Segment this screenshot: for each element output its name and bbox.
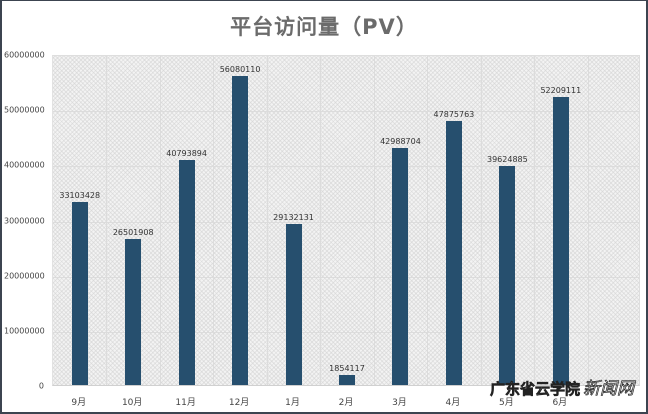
x-tick-label: 1月 bbox=[285, 398, 300, 408]
gridline-vertical bbox=[320, 56, 322, 385]
y-tick-label: 40000000 bbox=[4, 160, 45, 170]
gridline-horizontal bbox=[53, 276, 639, 278]
gridline-horizontal bbox=[53, 331, 639, 333]
y-tick-label: 10000000 bbox=[4, 326, 45, 336]
bar bbox=[392, 147, 409, 385]
x-tick-label: 5月 bbox=[498, 398, 514, 408]
x-tick-label: 3月 bbox=[392, 398, 407, 408]
gridline-vertical bbox=[480, 56, 482, 385]
y-tick-label: 0 bbox=[38, 381, 44, 391]
x-tick-label: 9月 bbox=[71, 398, 87, 408]
data-label: 39624885 bbox=[487, 155, 528, 165]
y-tick-label: 60000000 bbox=[4, 50, 45, 60]
x-tick-label: 2月 bbox=[338, 398, 354, 408]
bar bbox=[499, 166, 516, 385]
data-label: 33103428 bbox=[59, 191, 101, 201]
data-label: 1854117 bbox=[329, 363, 365, 373]
watermark-text: 广东省云学院 bbox=[490, 380, 581, 399]
watermark-logo: 新闻网 bbox=[583, 379, 635, 400]
gridline-vertical bbox=[587, 56, 589, 385]
bar bbox=[125, 238, 142, 385]
bar bbox=[178, 159, 195, 385]
bar bbox=[232, 75, 249, 385]
bar bbox=[552, 96, 569, 385]
bar bbox=[445, 120, 462, 385]
data-label: 52209111 bbox=[540, 85, 582, 95]
gridline-horizontal bbox=[53, 111, 639, 113]
y-tick-label: 50000000 bbox=[4, 105, 45, 115]
gridline-vertical bbox=[534, 56, 536, 385]
data-label: 40793894 bbox=[166, 148, 207, 158]
data-label: 26501908 bbox=[112, 227, 154, 237]
gridline-horizontal bbox=[53, 166, 639, 168]
y-tick-label: 30000000 bbox=[4, 216, 45, 225]
bar bbox=[285, 224, 302, 385]
x-tick-label: 6月 bbox=[552, 398, 568, 408]
gridline-vertical bbox=[266, 56, 268, 385]
x-tick-label: 12月 bbox=[228, 398, 250, 408]
plot-area: 33103428 26501908 40793894 56080110 29132131… bbox=[52, 55, 640, 386]
bar bbox=[71, 202, 88, 385]
bar bbox=[339, 374, 355, 385]
y-tick-label: 20000000 bbox=[4, 271, 45, 281]
gridline-vertical bbox=[373, 56, 375, 385]
x-tick-label: 10月 bbox=[121, 398, 143, 408]
gridline-vertical bbox=[213, 56, 215, 385]
gridline-vertical bbox=[106, 56, 108, 385]
gridline-horizontal bbox=[53, 221, 639, 223]
data-label: 56080110 bbox=[219, 64, 261, 74]
x-tick-label: 4月 bbox=[445, 398, 461, 408]
x-tick-label: 11月 bbox=[175, 398, 196, 408]
gridline-vertical bbox=[427, 56, 429, 385]
data-label: 47875763 bbox=[433, 109, 475, 119]
chart-title: 平台访问量（PV） bbox=[230, 15, 418, 39]
gridline-vertical bbox=[159, 56, 161, 385]
data-label: 29132131 bbox=[273, 213, 314, 223]
data-label: 42988704 bbox=[380, 136, 421, 146]
